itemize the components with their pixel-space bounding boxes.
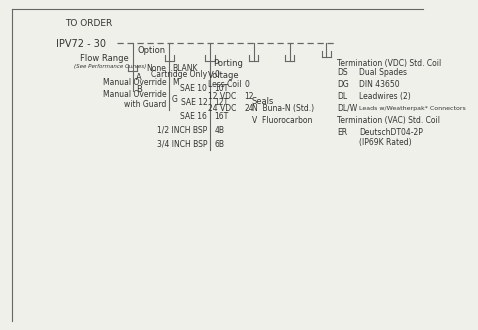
Text: IPV72 - 30: IPV72 - 30: [56, 39, 106, 49]
Text: BLANK: BLANK: [172, 64, 197, 73]
Text: 24: 24: [244, 104, 254, 113]
Text: 4B: 4B: [215, 126, 225, 135]
Text: (IP69K Rated): (IP69K Rated): [359, 138, 412, 147]
Text: Dual Spades: Dual Spades: [359, 68, 407, 77]
Text: Leadwires (2): Leadwires (2): [359, 92, 411, 101]
Text: Termination (VDC) Std. Coil: Termination (VDC) Std. Coil: [337, 59, 441, 68]
Text: SAE 16: SAE 16: [180, 112, 207, 121]
Text: Manual Override: Manual Override: [103, 78, 166, 87]
Text: Manual Override: Manual Override: [103, 90, 166, 99]
Text: 10T: 10T: [215, 84, 229, 93]
Text: TO ORDER: TO ORDER: [65, 19, 112, 28]
Text: 12 VDC: 12 VDC: [208, 92, 237, 101]
Text: Seals: Seals: [252, 97, 274, 106]
Text: with Guard: with Guard: [124, 100, 166, 109]
Text: Cartridge Only: Cartridge Only: [151, 70, 207, 79]
Text: M: M: [172, 78, 179, 87]
Text: 0: 0: [215, 70, 219, 79]
Text: 3/4 INCH BSP: 3/4 INCH BSP: [157, 140, 207, 149]
Text: B: B: [136, 85, 141, 94]
Text: ER: ER: [337, 128, 347, 137]
Text: None: None: [147, 64, 166, 73]
Text: G: G: [172, 95, 178, 104]
Text: DL: DL: [337, 92, 347, 101]
Text: DG: DG: [337, 80, 349, 89]
Text: (See Performance Curves): (See Performance Curves): [74, 64, 146, 69]
Text: Voltage: Voltage: [208, 71, 240, 80]
Text: A: A: [136, 73, 141, 82]
Text: N  Buna-N (Std.): N Buna-N (Std.): [252, 104, 314, 113]
Text: Flow Range: Flow Range: [80, 54, 129, 63]
Text: Leads w/Weatherpak* Connectors: Leads w/Weatherpak* Connectors: [359, 106, 466, 111]
Text: DL/W: DL/W: [337, 104, 357, 113]
Text: 6B: 6B: [215, 140, 225, 149]
Text: DS: DS: [337, 68, 348, 77]
Text: DeutschDT04-2P: DeutschDT04-2P: [359, 128, 423, 137]
Text: V  Fluorocarbon: V Fluorocarbon: [252, 116, 312, 125]
Text: SAE 12: SAE 12: [181, 98, 207, 107]
Text: 12: 12: [244, 92, 254, 101]
Text: 1/2 INCH BSP: 1/2 INCH BSP: [157, 126, 207, 135]
Text: 24 VDC: 24 VDC: [208, 104, 237, 113]
Text: Termination (VAC) Std. Coil: Termination (VAC) Std. Coil: [337, 116, 440, 125]
Text: Option: Option: [138, 47, 165, 55]
Text: 0: 0: [244, 80, 250, 89]
Text: DIN 43650: DIN 43650: [359, 80, 400, 89]
Text: 12T: 12T: [215, 98, 228, 107]
Text: SAE 10: SAE 10: [180, 84, 207, 93]
Text: Less Coil: Less Coil: [208, 80, 242, 89]
Text: 16T: 16T: [215, 112, 229, 121]
Text: Porting: Porting: [213, 59, 243, 68]
